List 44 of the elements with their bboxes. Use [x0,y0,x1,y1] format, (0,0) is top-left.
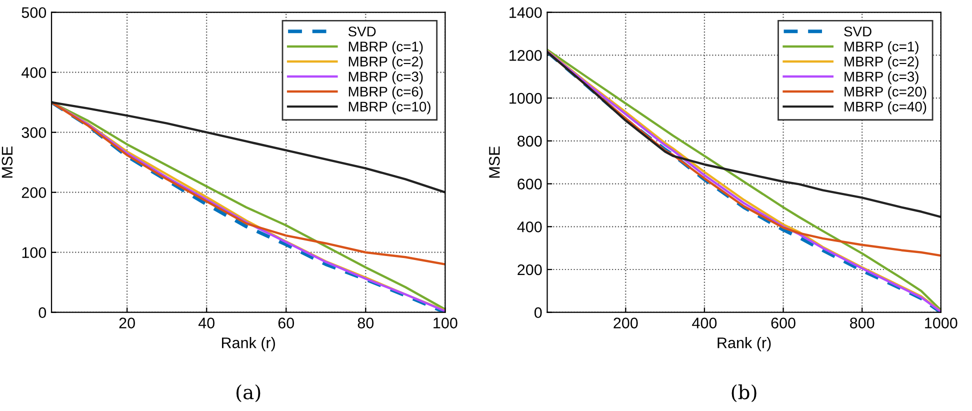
x-tick-label: 40 [198,318,214,328]
y-tick-label: 300 [22,127,46,138]
y-tick-label: 0 [38,307,46,318]
y-tick-label: 400 [22,67,46,78]
x-axis-title: Rank (r) [222,337,275,352]
legend-label: MBRP (c=3) [844,71,918,84]
legend-label: MBRP (c=10) [348,101,430,114]
y-tick-label: 600 [518,178,542,190]
x-tick-label: 100 [434,318,458,328]
x-axis-title: Rank (r) [718,337,771,352]
x-tick-label: 800 [850,318,874,328]
y-tick-label: 0 [534,307,542,318]
y-tick-label: 200 [518,264,542,276]
x-tick-label: 400 [692,318,717,328]
y-tick-label: 1200 [510,50,542,61]
y-axis-title: MSE [488,146,500,178]
y-tick-label: 100 [22,247,46,258]
y-axis-title: MSE [2,146,13,178]
legend-label: MBRP (c=2) [844,56,918,70]
line-series [52,101,446,194]
y-tick-label: 400 [517,222,542,232]
legend-label: SVD [844,26,872,36]
x-tick-label: 1000 [925,318,958,328]
legend-label: MBRP (c=40) [844,101,926,114]
y-tick-label: 200 [22,187,46,198]
line-series [52,101,446,266]
legend-label: MBRP (c=1) [844,41,918,54]
legend-label: SVD [348,26,376,36]
y-tick-label: 1400 [510,7,542,18]
legend-label: MBRP (c=3) [348,71,423,84]
y-tick-label: 500 [22,7,46,18]
legend-label: MBRP (c=20) [844,86,926,100]
x-tick-label: 60 [278,318,294,328]
legend-label: MBRP (c=1) [348,41,423,54]
y-tick-label: 800 [518,136,542,147]
x-tick-label: 80 [358,318,374,328]
legend-label: MBRP (c=2) [348,56,423,70]
y-tick-label: 1000 [510,92,542,104]
x-tick-label: 20 [119,318,135,328]
text: (a) [236,384,260,402]
x-tick-label: 200 [614,318,638,328]
legend-label: MBRP (c=6) [348,86,423,100]
x-tick-label: 600 [771,318,796,328]
text: (b) [732,384,756,402]
